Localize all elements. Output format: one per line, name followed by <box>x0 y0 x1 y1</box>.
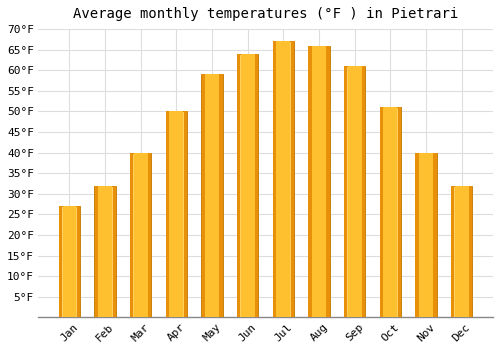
Bar <box>98 186 112 317</box>
Bar <box>136 153 146 317</box>
Bar <box>59 206 62 317</box>
Bar <box>434 153 436 317</box>
Bar <box>276 41 290 317</box>
Bar <box>384 107 398 317</box>
Bar <box>112 186 116 317</box>
Bar <box>255 54 258 317</box>
Bar <box>94 186 98 317</box>
Bar <box>273 41 276 317</box>
Bar <box>202 75 223 317</box>
Bar <box>362 66 366 317</box>
Bar <box>308 46 330 317</box>
Bar <box>416 153 436 317</box>
Bar <box>308 46 312 317</box>
Bar <box>237 54 240 317</box>
Bar <box>130 153 134 317</box>
Bar <box>64 206 75 317</box>
Title: Average monthly temperatures (°F ) in Pietrari: Average monthly temperatures (°F ) in Pi… <box>73 7 458 21</box>
Bar <box>380 107 401 317</box>
Bar <box>148 153 152 317</box>
Bar <box>100 186 110 317</box>
Bar <box>278 41 289 317</box>
Bar <box>130 153 152 317</box>
Bar <box>314 46 324 317</box>
Bar <box>62 206 76 317</box>
Bar <box>170 111 183 317</box>
Bar <box>184 111 187 317</box>
Bar <box>344 66 348 317</box>
Bar <box>398 107 401 317</box>
Bar <box>469 186 472 317</box>
Bar <box>241 54 254 317</box>
Bar <box>94 186 116 317</box>
Bar <box>344 66 366 317</box>
Bar <box>454 186 468 317</box>
Bar <box>456 186 467 317</box>
Bar <box>242 54 253 317</box>
Bar <box>451 186 472 317</box>
Bar <box>207 75 218 317</box>
Bar <box>419 153 433 317</box>
Bar <box>166 111 169 317</box>
Bar <box>326 46 330 317</box>
Bar <box>385 107 396 317</box>
Bar <box>272 41 294 317</box>
Bar <box>420 153 432 317</box>
Bar <box>59 206 80 317</box>
Bar <box>171 111 182 317</box>
Bar <box>380 107 383 317</box>
Bar <box>202 75 204 317</box>
Bar <box>451 186 454 317</box>
Bar <box>134 153 147 317</box>
Bar <box>350 66 360 317</box>
Bar <box>312 46 326 317</box>
Bar <box>205 75 219 317</box>
Bar <box>77 206 80 317</box>
Bar <box>348 66 362 317</box>
Bar <box>291 41 294 317</box>
Bar <box>166 111 187 317</box>
Bar <box>220 75 222 317</box>
Bar <box>237 54 258 317</box>
Bar <box>416 153 418 317</box>
